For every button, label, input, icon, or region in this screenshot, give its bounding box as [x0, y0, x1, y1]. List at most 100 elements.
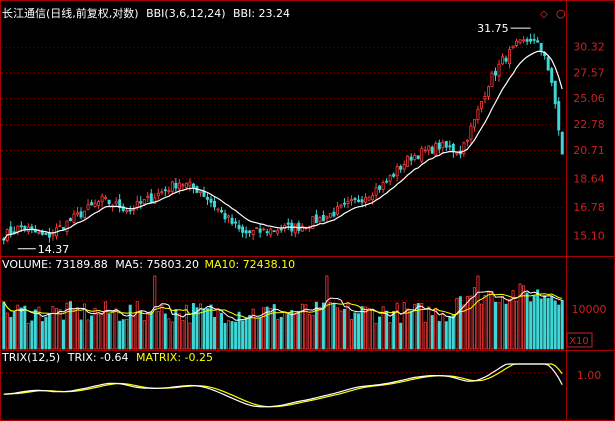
volume-bar [406, 308, 410, 350]
volume-bar [494, 301, 497, 350]
volume-bar [44, 316, 48, 350]
candle-body [532, 39, 536, 41]
volume-bar [557, 304, 561, 350]
volume-bar [72, 309, 76, 350]
volume-bar [33, 309, 37, 350]
low-price-label: 14.37 [38, 243, 70, 256]
candle-body [244, 230, 248, 234]
volume-bar [177, 313, 181, 350]
candle-body [9, 226, 13, 235]
volume-bar [9, 316, 13, 350]
volume-bar [174, 309, 178, 350]
candle-body [539, 43, 543, 51]
volume-bar [536, 289, 540, 350]
candle-body [437, 142, 441, 150]
volume-bar [399, 322, 403, 350]
volume-bar [472, 287, 476, 350]
candle-body [318, 217, 322, 222]
volume-bar [518, 283, 522, 350]
volume-bar [525, 292, 529, 350]
volume-bar [508, 298, 512, 350]
candle-body [191, 183, 195, 189]
volume-bar [251, 308, 255, 350]
candle-body [409, 156, 413, 161]
candle-body [501, 56, 505, 65]
volume-bar [76, 307, 80, 350]
candle-body [69, 218, 72, 222]
candle-body [184, 182, 188, 188]
candle-body [321, 214, 325, 222]
high-price-label: 31.75 [477, 22, 509, 35]
volume-bar [83, 303, 87, 350]
candle-body [118, 199, 122, 209]
candle-body [114, 201, 118, 205]
candle-body [504, 57, 508, 62]
volume-bar [86, 319, 90, 350]
volume-bar [202, 308, 206, 350]
volume-bar [255, 317, 259, 350]
volume-bar [227, 320, 231, 350]
volume-bar [364, 306, 368, 350]
volume-bar [441, 314, 445, 350]
price-axis-tick: 30.32 [573, 41, 605, 54]
volume-bar [276, 319, 280, 350]
candle-body [128, 209, 132, 212]
volume-bar [135, 301, 139, 350]
candle-body [560, 131, 564, 155]
candle-body [234, 221, 238, 224]
trix-params: TRIX(12,5) [1, 351, 60, 364]
volume-bar [532, 295, 536, 350]
candle-body [395, 166, 399, 177]
candle-body [332, 211, 336, 217]
volume-ma10-line [3, 293, 563, 319]
candle-body [360, 199, 364, 203]
volume-axis-tick: 10000 [572, 303, 607, 316]
volume-bar [79, 319, 83, 350]
volume-bar [515, 300, 519, 350]
bbi-params: BBI(3,6,12,24) [146, 7, 225, 20]
price-axis-tick: 18.64 [573, 172, 605, 185]
volume-bar [458, 296, 462, 350]
candle-body [76, 212, 80, 215]
volume-bars [2, 275, 564, 350]
candle-body [248, 230, 252, 234]
candle-body [237, 224, 241, 230]
volume-bar [65, 302, 69, 350]
candle-body [364, 197, 368, 203]
volume-bar [346, 303, 350, 350]
volume-bar [378, 316, 382, 350]
volume-bar [455, 297, 459, 350]
candle-body [420, 148, 424, 162]
trix-line [3, 363, 563, 408]
candle-body [181, 184, 185, 187]
volume-ma10: MA10: 72438.10 [204, 258, 295, 271]
candle-body [378, 185, 382, 190]
volume-bar [413, 304, 417, 350]
volume-bar [181, 320, 185, 350]
volume-bar [23, 305, 27, 350]
candle-body [476, 108, 480, 120]
volume-bar [469, 295, 473, 350]
diamond-icon[interactable]: ◇ [540, 9, 548, 20]
volume-bar [153, 275, 157, 350]
volume-bar [522, 285, 526, 350]
volume-bar [385, 310, 389, 350]
volume-bar [304, 304, 308, 350]
volume-bar [392, 310, 396, 350]
candle-body [44, 233, 48, 235]
volume-bar [16, 304, 20, 350]
volume-bar [451, 314, 455, 350]
candle-body [58, 225, 62, 228]
candle-body [479, 101, 483, 109]
volume-bar [90, 315, 94, 350]
candle-body [427, 145, 431, 151]
candle-body [413, 154, 417, 160]
volume-bar [311, 315, 315, 350]
volume-bar [307, 314, 311, 350]
volume-bar [539, 298, 543, 350]
candle-body [486, 86, 490, 97]
candle-body [156, 192, 160, 197]
volume-bar [230, 321, 234, 350]
candle-body [272, 230, 276, 233]
radio-icon[interactable]: ○ [556, 7, 566, 20]
